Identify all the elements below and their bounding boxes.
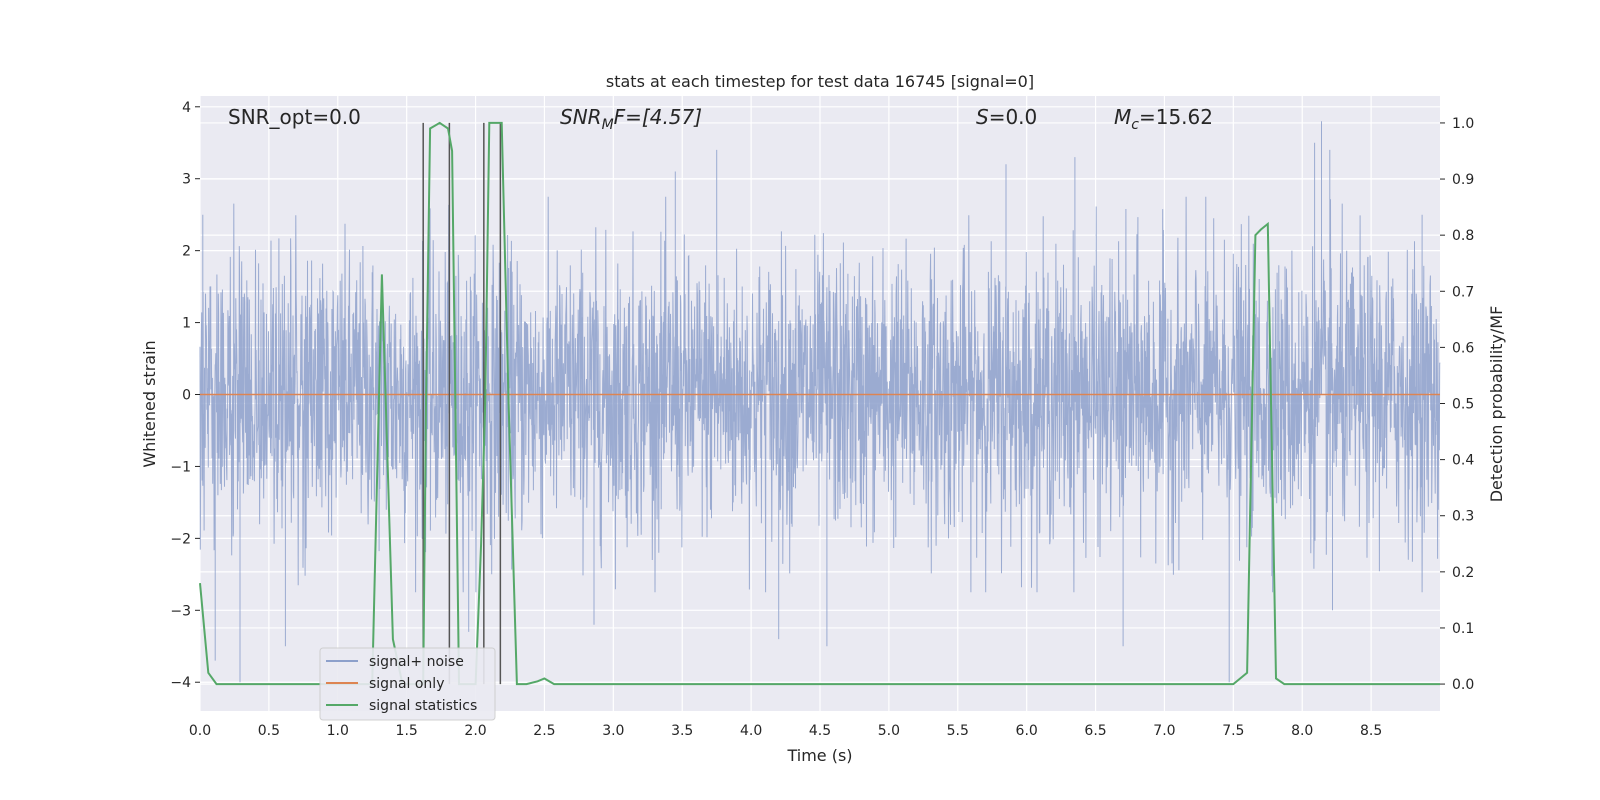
y-right-tick-label: 0.3 — [1452, 509, 1474, 525]
x-tick-label: 8.5 — [1360, 723, 1382, 739]
annotation-snr-mf-sub: M — [602, 117, 614, 133]
x-tick-label: 8.0 — [1291, 723, 1313, 739]
y-tick-label: −3 — [170, 603, 191, 619]
x-tick-label: 3.5 — [671, 723, 693, 739]
y-right-tick-label: 0.9 — [1452, 172, 1474, 188]
annotation-s-rest: =0.0 — [989, 105, 1038, 129]
annotation-mc-sub: c — [1131, 117, 1139, 133]
y-right-tick-label: 0.6 — [1452, 340, 1474, 356]
x-tick-label: 5.5 — [947, 723, 969, 739]
y-right-tick-label: 0.7 — [1452, 284, 1474, 300]
y-right-tick-label: 1.0 — [1452, 116, 1474, 132]
series-signal-statistics — [199, 121, 1440, 686]
legend-box — [319, 647, 496, 721]
y-tick-label: 2 — [182, 244, 191, 260]
x-axis-label: Time (s) — [786, 746, 852, 765]
legend-label-noise: signal+ noise — [369, 654, 464, 670]
y-right-tick-label: 0.2 — [1452, 565, 1474, 581]
signal-statistics-line — [199, 121, 1440, 686]
annotation-snr-mf-rest: F=[4.57] — [614, 105, 702, 129]
x-tick-label: 0.5 — [258, 723, 280, 739]
annotation-mc-rest: =15.62 — [1139, 105, 1213, 129]
legend-label-signal-only: signal only — [369, 676, 444, 692]
x-tick-label: 5.0 — [878, 723, 900, 739]
annotation-mc-main: M — [1114, 105, 1131, 129]
y-axis-label: Whitened strain — [140, 340, 159, 467]
y-tick-label: −4 — [170, 675, 191, 691]
legend: signal+ noise signal only signal statist… — [319, 647, 496, 721]
y-right-tick-label: 0.5 — [1452, 397, 1474, 413]
x-tick-label: 1.0 — [327, 723, 349, 739]
x-tick-label: 2.0 — [464, 723, 486, 739]
x-axis-ticks: 0.0 0.5 1.0 1.5 2.0 2.5 3.0 3.5 4.0 4.5 5.0 5.5 6.0 6… — [189, 723, 1382, 739]
y-tick-label: 4 — [182, 100, 191, 116]
x-tick-label: 1.5 — [396, 723, 418, 739]
signal-plus-noise-line — [199, 121, 1441, 683]
x-tick-label: 7.0 — [1153, 723, 1175, 739]
y-tick-label: 3 — [182, 172, 191, 188]
annotation-s: S=0.0 — [976, 105, 1037, 129]
x-tick-label: 6.0 — [1016, 723, 1038, 739]
x-tick-label: 3.0 — [602, 723, 624, 739]
y-tick-label: −2 — [170, 531, 191, 547]
annotation-snr-mf: SNRMF=[4.57] — [560, 105, 702, 133]
annotation-mc: Mc=15.62 — [1114, 105, 1213, 133]
x-tick-label: 2.5 — [533, 723, 555, 739]
x-tick-label: 7.5 — [1222, 723, 1244, 739]
annotation-snr-mf-main: SNR — [560, 105, 602, 129]
y-right-tick-label: 0.0 — [1452, 677, 1474, 693]
chart-title: stats at each timestep for test data 167… — [606, 72, 1034, 91]
y-right-axis-label: Detection probability/MF — [1487, 306, 1506, 503]
legend-label-statistics: signal statistics — [369, 698, 477, 714]
y-tick-label: 0 — [182, 388, 191, 404]
x-tick-label: 4.0 — [740, 723, 762, 739]
y-right-axis-ticks: 1.0 0.9 0.8 0.7 0.6 0.5 0.4 0.3 0.2 0.1 0.0 — [1440, 116, 1474, 693]
y-right-tick-label: 0.1 — [1452, 621, 1474, 637]
y-axis-ticks: 4 3 2 1 0 −1 −2 −3 −4 — [170, 100, 200, 691]
y-right-tick-label: 0.4 — [1452, 453, 1474, 469]
x-tick-label: 6.5 — [1084, 723, 1106, 739]
y-right-tick-label: 0.8 — [1452, 228, 1474, 244]
annotation-snr-opt: SNR_opt=0.0 — [228, 105, 361, 129]
x-tick-label: 4.5 — [809, 723, 831, 739]
y-tick-label: −1 — [170, 459, 191, 475]
series-signal-plus-noise — [199, 121, 1441, 683]
annotation-s-main: S — [976, 105, 989, 129]
y-tick-label: 1 — [182, 316, 191, 332]
x-tick-label: 0.0 — [189, 723, 211, 739]
